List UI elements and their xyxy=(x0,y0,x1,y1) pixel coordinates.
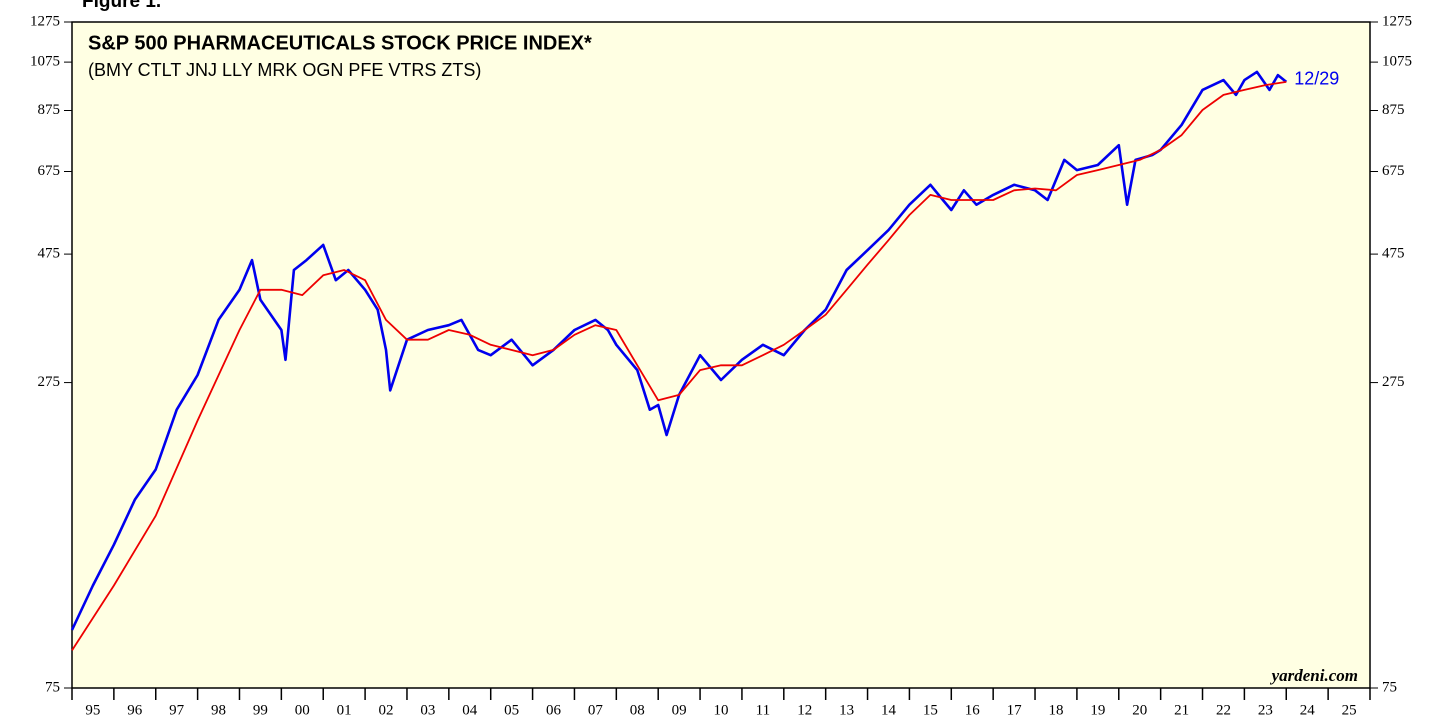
x-tick-label: 00 xyxy=(295,702,310,718)
x-tick-label: 25 xyxy=(1342,702,1357,718)
x-tick-label: 08 xyxy=(630,702,645,718)
y-tick-label-right: 1275 xyxy=(1382,13,1412,29)
x-tick-label: 16 xyxy=(965,702,981,718)
x-tick-label: 99 xyxy=(253,702,268,718)
y-tick-label: 875 xyxy=(38,102,61,118)
x-tick-label: 11 xyxy=(756,702,770,718)
y-tick-label-right: 475 xyxy=(1382,246,1405,262)
y-tick-label: 75 xyxy=(45,679,60,695)
series-line xyxy=(71,81,1287,651)
x-tick-label: 18 xyxy=(1048,702,1063,718)
x-tick-label: 05 xyxy=(504,702,519,718)
x-tick-label: 13 xyxy=(839,702,854,718)
x-tick-label: 98 xyxy=(211,702,226,718)
x-tick-label: 02 xyxy=(379,702,394,718)
y-tick-label: 675 xyxy=(38,163,61,179)
x-tick-label: 20 xyxy=(1132,702,1147,718)
x-tick-label: 04 xyxy=(462,702,478,718)
y-tick-label: 475 xyxy=(38,246,61,262)
source: yardeni.com xyxy=(1270,666,1358,685)
y-tick-label-right: 75 xyxy=(1382,679,1397,695)
y-tick-label-right: 275 xyxy=(1382,374,1405,390)
plot-area xyxy=(71,21,1371,689)
y-tick-label-right: 675 xyxy=(1382,163,1405,179)
x-tick-label: 96 xyxy=(127,702,143,718)
y-tick-label: 1275 xyxy=(30,13,60,29)
x-tick-label: 10 xyxy=(714,702,729,718)
y-tick-label: 275 xyxy=(38,374,61,390)
y-tick-label: 1075 xyxy=(30,54,60,70)
x-tick-label: 97 xyxy=(169,702,185,718)
x-tick-label: 07 xyxy=(588,702,604,718)
x-tick-label: 95 xyxy=(85,702,100,718)
chart-title: S&P 500 PHARMACEUTICALS STOCK PRICE INDE… xyxy=(88,32,592,54)
x-tick-label: 24 xyxy=(1300,702,1316,718)
annotation: 12/29 xyxy=(1294,69,1339,89)
x-tick-label: 17 xyxy=(1007,702,1023,718)
x-tick-label: 12 xyxy=(797,702,812,718)
x-tick-label: 06 xyxy=(546,702,562,718)
x-tick-label: 09 xyxy=(672,702,687,718)
figure-label: Figure 1. xyxy=(82,0,161,12)
x-tick-label: 14 xyxy=(881,702,897,718)
y-tick-label-right: 875 xyxy=(1382,102,1405,118)
x-tick-label: 19 xyxy=(1090,702,1105,718)
x-tick-label: 03 xyxy=(420,702,435,718)
chart-subtitle: (BMY CTLT JNJ LLY MRK OGN PFE VTRS ZTS) xyxy=(88,60,481,80)
x-tick-label: 21 xyxy=(1174,702,1189,718)
x-tick-label: 23 xyxy=(1258,702,1273,718)
x-tick-label: 01 xyxy=(337,702,352,718)
x-tick-label: 15 xyxy=(923,702,938,718)
x-tick-label: 22 xyxy=(1216,702,1231,718)
y-tick-label-right: 1075 xyxy=(1382,54,1412,70)
